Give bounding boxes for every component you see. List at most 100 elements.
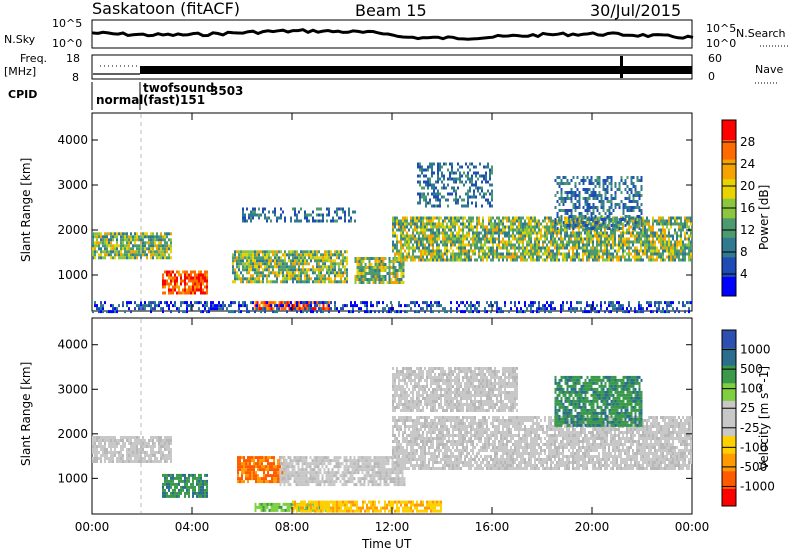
echo-cell [670,250,672,253]
echo-cell [622,250,624,253]
echo-cell [552,235,554,238]
echo-cell [274,214,276,217]
echo-cell [198,271,200,274]
echo-cell [467,193,469,196]
echo-cell [418,244,420,247]
echo-cell [591,227,593,230]
echo-cell [290,268,292,271]
echo-cell [170,460,172,463]
echo-cell [619,218,621,221]
echo-cell [518,220,520,223]
echo-cell [290,271,292,274]
echo-cell [637,179,639,182]
echo-cell [312,211,314,214]
freq-gap-marker [620,56,623,78]
echo-cell [534,259,536,262]
echo-cell [253,468,255,471]
echo-cell [604,253,606,256]
echo-cell [302,310,304,313]
echo-cell [346,256,348,259]
echo-cell [641,212,643,215]
echo-cell [590,232,592,235]
echo-cell [322,262,324,265]
echo-cell [652,220,654,223]
echo-cell [579,200,581,203]
echo-cell [288,274,290,277]
echo-cell [546,250,548,253]
echo-cell [597,176,599,179]
echo-cell [556,247,558,250]
echo-cell [438,253,440,256]
echo-cell [636,256,638,259]
echo-cell [194,271,196,274]
echo-cell [373,266,375,269]
echo-cell [342,265,344,268]
echo-cell [316,208,318,211]
echo-cell [662,307,664,310]
echo-cell [168,253,170,256]
echo-cell [580,247,582,250]
echo-cell [148,250,150,253]
echo-cell [446,217,448,220]
echo-cell [146,445,148,448]
echo-cell [610,235,612,238]
echo-cell [502,238,504,241]
echo-cell [306,262,308,265]
echo-cell [646,253,648,256]
echo-cell [214,307,216,310]
echo-cell [558,250,560,253]
echo-cell [478,223,480,226]
echo-cell [428,241,430,244]
echo-cell [610,253,612,256]
echo-cell [184,492,186,495]
echo-cell [136,256,138,259]
echo-cell [660,259,662,262]
echo-cell [600,307,602,310]
echo-cell [332,262,334,265]
echo-cell [550,250,552,253]
echo-cell [379,275,381,278]
echo-cell [116,460,118,463]
echo-cell [536,259,538,262]
echo-cell [110,445,112,448]
echo-cell [430,310,432,313]
echo-cell [196,277,198,280]
echo-cell [198,477,200,480]
echo-cell [629,206,631,209]
echo-cell [398,259,400,262]
echo-cell [599,182,601,185]
echo-cell [650,256,652,259]
echo-cell [166,457,168,460]
echo-cell [260,259,262,262]
echo-cell [680,223,682,226]
echo-cell [239,480,241,483]
echo-cell [190,277,192,280]
echo-cell [603,188,605,191]
echo-cell [412,244,414,247]
echo-cell [626,244,628,247]
echo-cell [188,474,190,477]
echo-cell [427,178,429,181]
echo-cell [420,259,422,262]
echo-cell [599,179,601,182]
echo-cell [184,474,186,477]
echo-cell [621,191,623,194]
echo-cell [419,169,421,172]
echo-cell [427,166,429,169]
echo-cell [528,244,530,247]
echo-cell [641,176,643,179]
echo-cell [404,244,406,247]
echo-cell [112,250,114,253]
echo-cell [234,274,236,277]
echo-cell [268,280,270,283]
echo-cell [164,442,166,445]
echo-cell [403,263,405,266]
echo-cell [375,281,377,284]
echo-cell [150,256,152,259]
echo-cell [622,256,624,259]
echo-cell [198,486,200,489]
echo-cell [424,232,426,235]
echo-cell [206,277,208,280]
echo-cell [196,492,198,495]
echo-cell [305,304,307,307]
